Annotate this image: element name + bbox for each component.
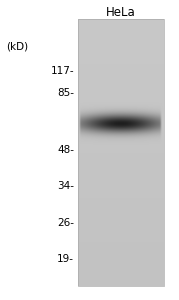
- Text: 19-: 19-: [57, 254, 74, 265]
- Text: 26-: 26-: [57, 218, 74, 229]
- Text: 34-: 34-: [57, 181, 74, 191]
- Text: HeLa: HeLa: [106, 5, 136, 19]
- Text: 117-: 117-: [50, 65, 74, 76]
- Text: (kD): (kD): [6, 41, 28, 52]
- Text: 48-: 48-: [57, 145, 74, 155]
- Text: 85-: 85-: [57, 88, 74, 98]
- Bar: [78, 19, 164, 286]
